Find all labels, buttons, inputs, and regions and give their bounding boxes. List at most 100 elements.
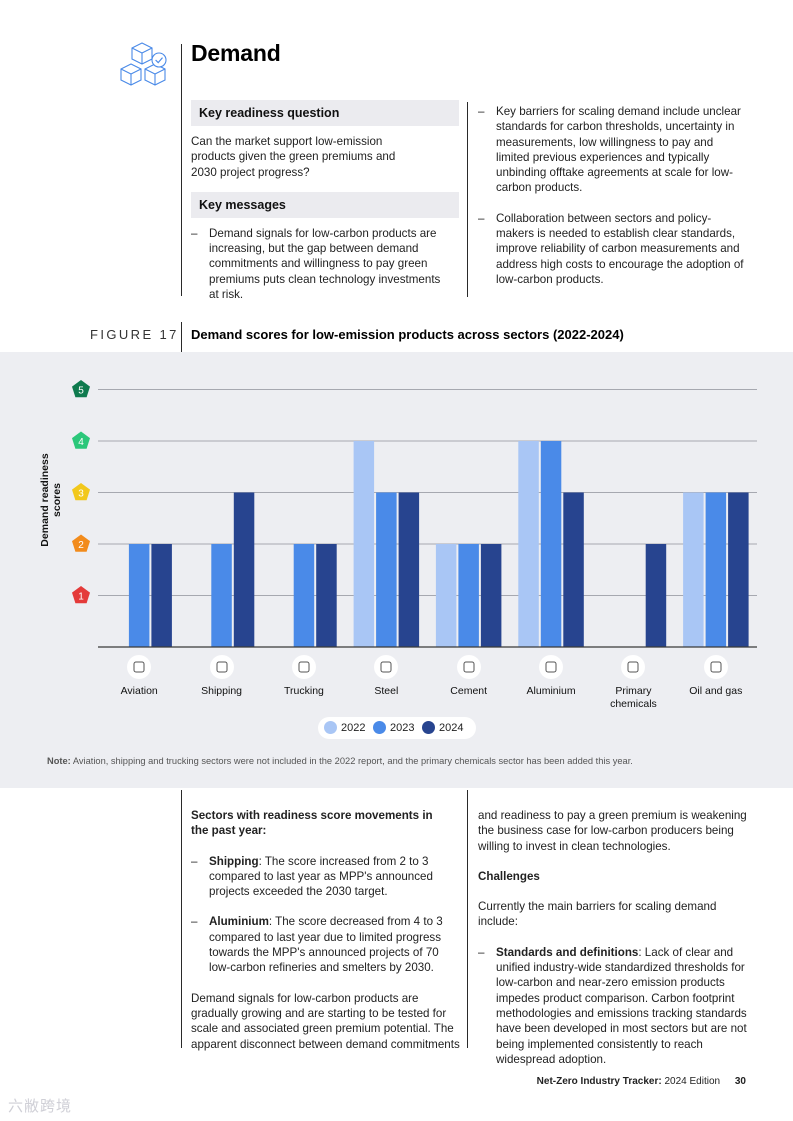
category-label: Primary chemicals <box>610 685 657 710</box>
bar-aluminium-2023 <box>540 441 562 647</box>
watermark-text: 六敝跨境 <box>8 1098 73 1115</box>
header-divider <box>181 44 182 296</box>
bar-shipping-2023 <box>211 544 232 647</box>
bar-aluminium-2024 <box>563 492 584 647</box>
movement-text: : The score decreased from 4 to 3 compar… <box>209 915 443 975</box>
footer-edition: 2024 Edition <box>661 1076 721 1087</box>
challenge-item: – Standards and definitions: Lack of cle… <box>478 945 748 1067</box>
truck-icon <box>291 655 316 679</box>
figure-divider <box>181 322 182 352</box>
y-tick-label-2: 2 <box>78 540 84 551</box>
cement-icon <box>456 655 481 679</box>
category-label: Oil and gas <box>689 685 743 697</box>
category-label: Aluminium <box>526 685 576 697</box>
lower-divider-left <box>181 790 182 1048</box>
key-message-item: – Demand signals for low-carbon products… <box>191 226 449 302</box>
y-tick-badge-5 <box>72 380 90 398</box>
figure-label: FIGURE 17 <box>90 327 179 342</box>
column-divider-top <box>467 102 468 297</box>
demand-scores-chart: 1 2 3 4 5 <box>72 380 757 648</box>
legend-label-2023: 2023 <box>390 722 415 734</box>
bullet-dash: – <box>191 915 198 929</box>
challenge-text: : Lack of clear and unified industry-wid… <box>496 945 747 1066</box>
category-label: Steel <box>374 685 399 697</box>
y-tick-badge-1 <box>72 586 90 604</box>
y-tick-label-4: 4 <box>78 437 84 448</box>
category-label: Shipping <box>201 685 242 697</box>
page-number: 30 <box>734 1076 746 1087</box>
movement-item-aluminium: – Aluminium: The score decreased from 4 … <box>191 914 454 975</box>
key-messages-heading: Key messages <box>191 191 459 218</box>
bullet-dash: – <box>191 854 198 868</box>
y-tick-badge-4 <box>72 431 90 449</box>
legend-swatch-2022 <box>324 721 337 734</box>
movements-heading: Sectors with readiness score movements i… <box>191 809 433 838</box>
y-tick-badge-2 <box>72 534 90 552</box>
legend-swatch-2024 <box>422 721 435 734</box>
legend-label-2024: 2024 <box>439 722 464 734</box>
oil-barrel-icon <box>703 655 728 679</box>
movement-sector: Shipping <box>209 854 259 868</box>
bar-primary-chemicals-2024 <box>645 544 667 647</box>
bar-cement-2023 <box>458 544 479 647</box>
key-readiness-question-text: Can the market support low-emission prod… <box>191 135 396 179</box>
cubes-check-icon <box>120 42 167 86</box>
bar-steel-2023 <box>376 492 397 647</box>
bar-aviation-2023 <box>128 544 150 647</box>
challenges-intro: Currently the main barriers for scaling … <box>478 900 717 929</box>
bar-trucking-2024 <box>316 544 337 647</box>
movements-column: Sectors with readiness score movements i… <box>191 808 461 1052</box>
legend-label-2022: 2022 <box>341 722 366 734</box>
bar-trucking-2023 <box>293 544 315 647</box>
footer-report-name: Net-Zero Industry Tracker: <box>536 1076 662 1087</box>
challenges-continuation: and readiness to pay a green premium is … <box>478 809 747 853</box>
challenge-title: Standards and definitions <box>496 945 639 959</box>
page-footer: Net-Zero Industry Tracker: 2024 Edition … <box>537 1076 746 1087</box>
bar-shipping-2024 <box>233 492 255 647</box>
note-text: Aviation, shipping and trucking sectors … <box>70 756 633 766</box>
challenges-heading: Challenges <box>478 869 540 883</box>
chart-legend: 2022 2023 2024 <box>318 717 476 739</box>
bar-cement-2022 <box>435 544 457 647</box>
movement-item-shipping: – Shipping: The score increased from 2 t… <box>191 854 454 900</box>
legend-swatch-2023 <box>373 721 386 734</box>
page-title: Demand <box>191 40 281 66</box>
demand-signals-paragraph: Demand signals for low-carbon products a… <box>191 991 460 1051</box>
barrier-bullet-text: Key barriers for scaling demand include … <box>496 105 741 195</box>
category-label: Aviation <box>120 685 158 697</box>
readiness-left-column: Key readiness question Can the market su… <box>191 100 459 302</box>
steel-icon <box>374 655 399 679</box>
movement-sector: Aluminium <box>209 915 269 929</box>
bar-steel-2024 <box>398 492 420 647</box>
bar-aluminium-2022 <box>518 441 539 647</box>
bar-oil-and-gas-2022 <box>683 492 704 647</box>
chart-y-axis-label: Demand readiness scores <box>39 453 63 547</box>
bar-cement-2024 <box>480 544 502 647</box>
bullet-dash: – <box>478 945 485 959</box>
bullet-dash: – <box>478 211 485 225</box>
y-tick-label-5: 5 <box>78 386 84 397</box>
y-tick-label-1: 1 <box>78 592 84 603</box>
category-label: Trucking <box>284 685 324 697</box>
barrier-bullet: – Key barriers for scaling demand includ… <box>478 104 746 196</box>
figure-note: Note: Aviation, shipping and trucking se… <box>47 756 633 766</box>
bullet-dash: – <box>191 226 198 240</box>
challenges-column: and readiness to pay a green premium is … <box>478 808 748 1067</box>
note-label: Note: <box>47 756 71 766</box>
figure-title: Demand scores for low-emission products … <box>191 327 624 342</box>
ship-icon <box>209 655 234 679</box>
y-tick-badge-3 <box>72 483 90 501</box>
collaboration-bullet-text: Collaboration between sectors and policy… <box>496 211 744 286</box>
aluminium-can-icon <box>539 655 564 679</box>
airplane-icon <box>127 655 152 679</box>
collaboration-bullet: – Collaboration between sectors and poli… <box>478 211 746 287</box>
bar-aviation-2024 <box>151 544 172 647</box>
bar-oil-and-gas-2023 <box>705 492 727 647</box>
key-readiness-question-heading: Key readiness question <box>191 100 459 126</box>
chemical-bottle-icon <box>621 655 646 679</box>
readiness-right-column: – Key barriers for scaling demand includ… <box>478 104 746 287</box>
lower-divider-middle <box>467 790 468 1048</box>
bullet-dash: – <box>478 105 485 118</box>
category-label: Cement <box>450 685 488 697</box>
movement-text: : The score increased from 2 to 3 compar… <box>209 854 433 899</box>
